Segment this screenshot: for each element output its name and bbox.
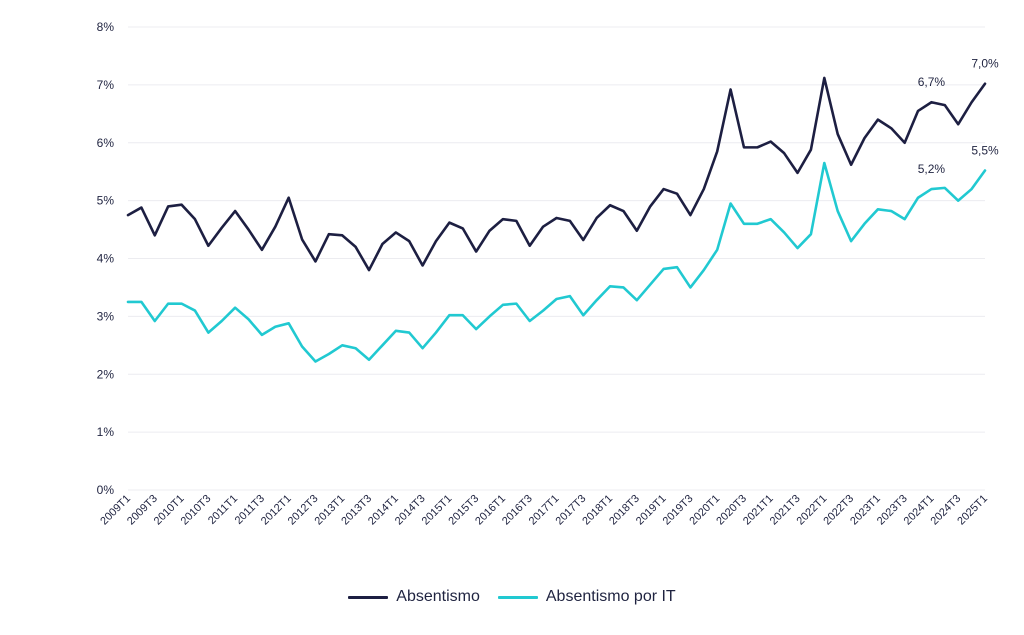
data-label: 5,5% bbox=[971, 144, 999, 158]
x-tick-label: 2010T3 bbox=[179, 493, 214, 528]
series-line-absentismo[interactable] bbox=[126, 76, 987, 272]
line-chart: 0% 1% 2% 3% 4% 5% 6% 7% 8% 2009T12009T32010T1201… bbox=[97, 20, 999, 528]
y-tick-label: 6% bbox=[97, 136, 115, 150]
y-tick-label: 5% bbox=[97, 194, 115, 208]
data-label: 6,7% bbox=[918, 75, 946, 89]
y-tick-label: 4% bbox=[97, 252, 115, 266]
y-tick-label: 0% bbox=[97, 483, 115, 497]
data-label: 5,2% bbox=[918, 162, 946, 176]
y-tick-label: 7% bbox=[97, 78, 115, 92]
x-axis: 2009T12009T32010T12010T32011T12011T32012… bbox=[98, 493, 990, 528]
y-tick-label: 3% bbox=[97, 309, 115, 323]
gridlines bbox=[128, 26, 985, 491]
data-labels: 6,7% 7,0% 5,2% 5,5% bbox=[918, 57, 999, 176]
x-tick-label: 2025T1 bbox=[955, 493, 990, 528]
y-tick-label: 2% bbox=[97, 367, 115, 381]
y-tick-label: 8% bbox=[97, 20, 115, 34]
data-label: 7,0% bbox=[971, 57, 999, 71]
y-tick-label: 1% bbox=[97, 425, 115, 439]
series-lines bbox=[126, 76, 987, 363]
legend-label-absentismo-por-it: Absentismo por IT bbox=[545, 588, 676, 605]
series-line-absentismo-por-it[interactable] bbox=[126, 161, 987, 363]
legend-item-absentismo[interactable]: Absentismo bbox=[348, 588, 480, 606]
legend-swatch-absentismo-por-it bbox=[497, 595, 538, 599]
legend-label-absentismo: Absentismo bbox=[396, 588, 480, 605]
legend: Absentismo Absentismo por IT bbox=[0, 588, 1024, 606]
legend-swatch-absentismo bbox=[348, 595, 389, 599]
legend-item-absentismo-por-it[interactable]: Absentismo por IT bbox=[497, 588, 676, 606]
y-axis: 0% 1% 2% 3% 4% 5% 6% 7% 8% bbox=[97, 20, 115, 497]
